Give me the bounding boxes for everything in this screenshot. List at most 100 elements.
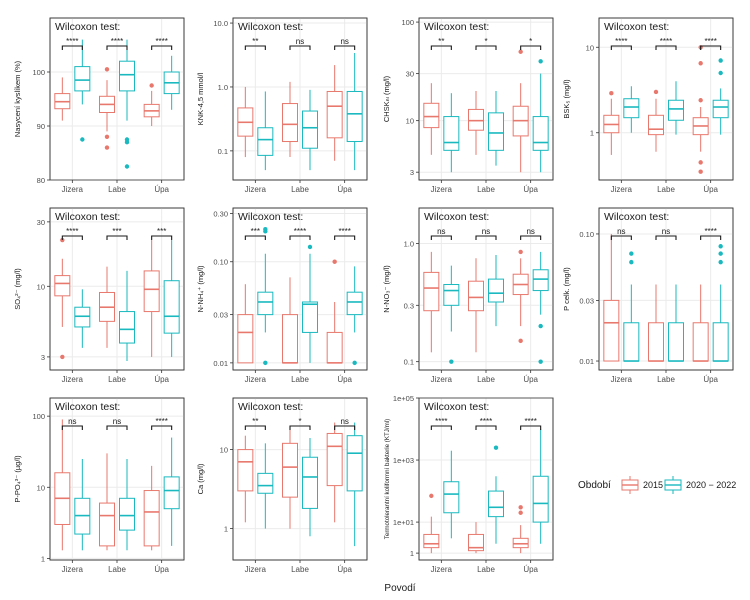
signif-bracket (430, 425, 452, 430)
signif-label: **** (111, 37, 123, 46)
signif-bracket (610, 45, 632, 50)
box-2020−2022-Úpa (163, 240, 180, 357)
box-body (74, 306, 91, 328)
outlier-point (718, 244, 723, 249)
box-body (488, 278, 504, 303)
outlier-point (718, 259, 723, 265)
panel-4: 1 10 Wilcoxon test: **** **** **** Jizera Labe Ú… (562, 17, 734, 194)
box-2015-Labe (468, 90, 484, 155)
y-tick-label: 0.01 (579, 357, 594, 366)
box-body (346, 435, 363, 492)
y-tick-label: 30 (37, 218, 45, 227)
box-2020−2022-Labe (119, 270, 135, 361)
outlier-point (518, 49, 523, 54)
y-axis-label: Nasycení kyslíkem (%) (13, 60, 22, 137)
box-2015-Labe (282, 429, 298, 529)
box-2020−2022-Jizera (74, 39, 91, 142)
signif-label: * (529, 37, 532, 46)
outlier-point (332, 259, 337, 264)
signif-bracket (475, 45, 497, 50)
outlier-point (518, 505, 523, 510)
signif-label: ns (662, 227, 670, 236)
x-tick-label: Úpa (154, 565, 169, 574)
signif-bracket (106, 425, 128, 430)
signif-label: **** (155, 37, 167, 46)
box-2020−2022-Úpa (532, 59, 549, 173)
signif-label: ns (296, 37, 304, 46)
box-2020−2022-Labe (488, 90, 504, 166)
signif-label: **** (480, 417, 492, 426)
signif-label: **** (524, 417, 536, 426)
y-tick-label: 10 (406, 117, 414, 126)
box-2020−2022-Jizera (74, 289, 91, 348)
box-2020−2022-Labe (302, 438, 318, 537)
signif-label: **** (66, 37, 78, 46)
box-body (488, 490, 504, 518)
signif-bracket (520, 45, 542, 50)
legend-title: Období (578, 480, 611, 491)
x-tick-label: Úpa (154, 375, 169, 384)
signif-label: ** (252, 37, 258, 46)
y-tick-label: 0.30 (213, 209, 228, 218)
outlier-point (518, 249, 523, 255)
x-tick-label: Jizera (431, 185, 453, 194)
signif-bracket (610, 235, 632, 240)
wilcoxon-title: Wilcoxon test: (238, 211, 303, 223)
signif-bracket (334, 425, 356, 430)
y-tick-label: 1e+03 (393, 456, 414, 465)
box-body (712, 322, 729, 362)
y-tick-label: 1.0 (218, 83, 228, 92)
box-2015-Jizera (603, 91, 620, 155)
wilcoxon-title: Wilcoxon test: (604, 211, 669, 223)
signif-label: **** (155, 417, 167, 426)
wilcoxon-title: Wilcoxon test: (238, 21, 303, 33)
outlier-point (80, 137, 85, 142)
box-2020−2022-Jizera (257, 226, 274, 366)
x-tick-label: Jizera (245, 185, 267, 194)
y-axis-label: KNK-4,5 mmol/l (196, 72, 205, 125)
signif-bracket (244, 235, 266, 240)
box-body (668, 322, 684, 362)
y-axis-label: N-NO₃⁻ (mg/l) (382, 265, 391, 313)
box-body (119, 60, 135, 92)
x-tick-label: Úpa (523, 565, 538, 574)
signif-label: **** (66, 227, 78, 236)
box-2020−2022-Labe (302, 244, 318, 363)
box-body (282, 442, 298, 498)
signif-bracket (289, 235, 311, 240)
signif-label: *** (251, 227, 260, 236)
signif-bracket (475, 235, 497, 240)
x-tick-label: Labe (291, 375, 309, 384)
box-2020−2022-Úpa (346, 52, 363, 171)
signif-label: ** (438, 37, 444, 46)
x-tick-label: Labe (477, 375, 495, 384)
box-body (282, 314, 298, 364)
box-2015-Úpa (692, 45, 709, 174)
x-tick-label: Úpa (523, 375, 538, 384)
y-tick-label: 0.1 (404, 358, 414, 367)
y-axis-label: N-NH₄⁺ (mg/l) (196, 265, 205, 313)
box-body (143, 270, 160, 313)
y-tick-label: 0.1 (218, 147, 228, 156)
signif-label: ns (437, 227, 445, 236)
outlier-point (124, 137, 130, 142)
y-tick-label: 1 (590, 129, 594, 138)
outlier-point (538, 59, 543, 64)
box-body (257, 291, 274, 316)
panel-8: 0.01 0.03 0.10 Wilcoxon test: ns ns **** Jizera… (562, 207, 734, 384)
y-tick-label: 1.0 (404, 240, 414, 249)
signif-bracket (244, 45, 266, 50)
y-tick-label: 10 (220, 446, 228, 455)
wilcoxon-title: Wilcoxon test: (424, 401, 489, 413)
outlier-point (718, 251, 723, 256)
box-body (648, 114, 664, 136)
x-tick-label: Jizera (62, 565, 84, 574)
box-2015-Úpa (512, 505, 529, 554)
y-tick-label: 80 (37, 176, 45, 185)
signif-bracket (106, 45, 128, 50)
wilcoxon-title: Wilcoxon test: (55, 401, 120, 413)
wilcoxon-title: Wilcoxon test: (55, 211, 120, 223)
box-2015-Úpa (143, 83, 160, 126)
box-2015-Jizera (237, 284, 254, 364)
box-body (648, 322, 664, 362)
